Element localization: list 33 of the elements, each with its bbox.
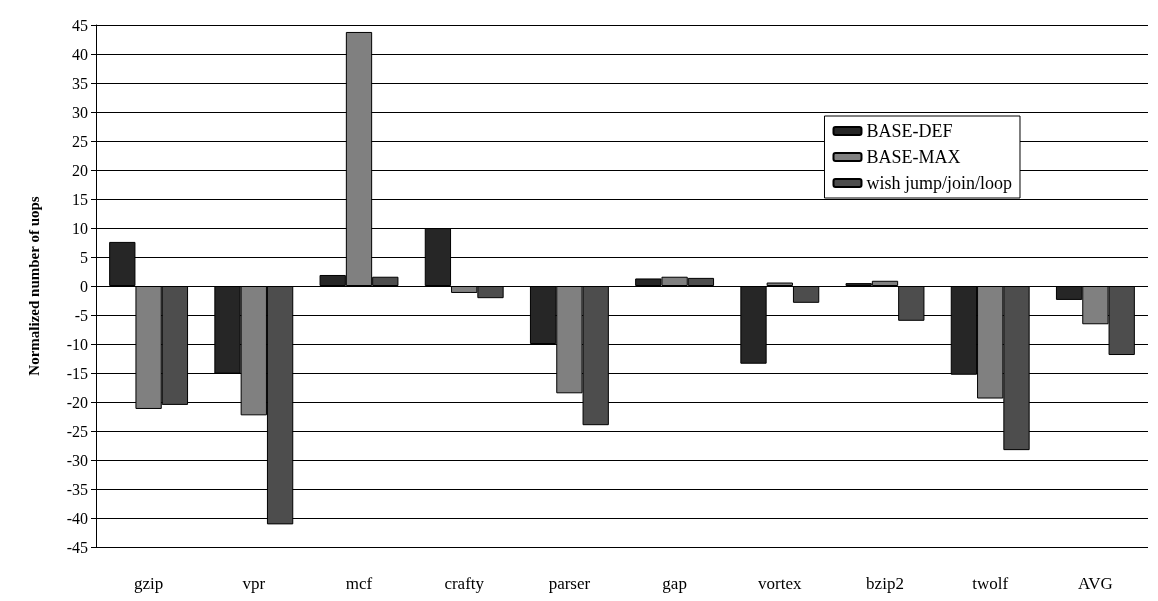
y-tick-label: 45 <box>72 16 88 34</box>
y-tick-label: -20 <box>66 393 88 411</box>
x-tick-label: twolf <box>972 574 1009 593</box>
y-tick-label: -30 <box>66 451 88 469</box>
legend-label: BASE-DEF <box>866 121 953 141</box>
y-tick-label: 20 <box>72 161 88 179</box>
x-tick-label: parser <box>548 574 591 593</box>
legend-label: wish jump/join/loop <box>866 173 1012 193</box>
y-tick-label: 10 <box>72 219 88 237</box>
y-tick-label: 25 <box>72 132 88 150</box>
y-tick-label: -25 <box>66 422 88 440</box>
y-tick-label: -10 <box>66 335 88 353</box>
x-tick-label: bzip2 <box>866 574 904 593</box>
x-tick-label: gap <box>662 574 687 593</box>
y-tick-label: 5 <box>80 248 88 266</box>
x-tick-label: vpr <box>242 574 266 593</box>
y-tick-label: -5 <box>74 306 88 324</box>
x-tick-label: vortex <box>758 574 803 593</box>
y-tick-label: -45 <box>66 538 88 556</box>
y-tick-label: 30 <box>72 103 88 121</box>
x-tick-label: crafty <box>444 574 485 593</box>
y-tick-label: -40 <box>66 509 88 527</box>
y-tick-label: 40 <box>72 45 88 63</box>
y-tick-label: 15 <box>72 190 88 208</box>
y-tick-label: 35 <box>72 74 88 92</box>
x-tick-label: mcf <box>345 574 373 593</box>
y-tick-label: -15 <box>66 364 88 382</box>
y-tick-label: 0 <box>80 277 88 295</box>
x-tick-label: gzip <box>133 574 164 593</box>
legend-label: BASE-MAX <box>866 147 961 167</box>
y-axis-title: Normalized number of uops <box>25 196 42 376</box>
y-tick-label: -35 <box>66 480 88 498</box>
x-tick-label: AVG <box>1078 574 1113 593</box>
